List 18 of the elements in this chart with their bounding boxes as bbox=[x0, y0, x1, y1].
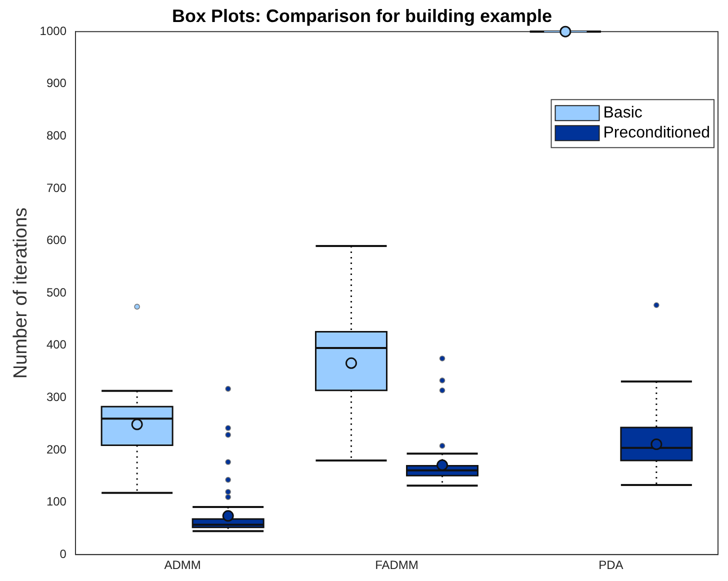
y-tick-label: 500 bbox=[46, 285, 67, 300]
y-tick-label: 900 bbox=[46, 76, 67, 90]
y-tick-label: 300 bbox=[46, 390, 67, 404]
y-axis-title: Number of iterations bbox=[10, 208, 32, 379]
y-tick-label: 0 bbox=[60, 546, 67, 561]
y-tick-label: 600 bbox=[46, 233, 67, 248]
y-tick-label: 200 bbox=[46, 442, 67, 456]
y-tick-label: 700 bbox=[46, 180, 67, 195]
y-tick-label: 100 bbox=[46, 494, 67, 509]
y-tick-label: 800 bbox=[46, 128, 67, 143]
chart-title: Box Plots: Comparison for building example bbox=[172, 6, 552, 26]
legend-label: Preconditioned bbox=[603, 124, 710, 142]
legend-label: Basic bbox=[603, 104, 642, 122]
x-tick-label: FADMM bbox=[375, 558, 418, 572]
y-tick-label: 400 bbox=[46, 338, 67, 352]
x-tick-label: PDA bbox=[598, 558, 624, 572]
y-tick-label: 1000 bbox=[40, 24, 67, 38]
x-tick-label: ADMM bbox=[164, 558, 201, 572]
